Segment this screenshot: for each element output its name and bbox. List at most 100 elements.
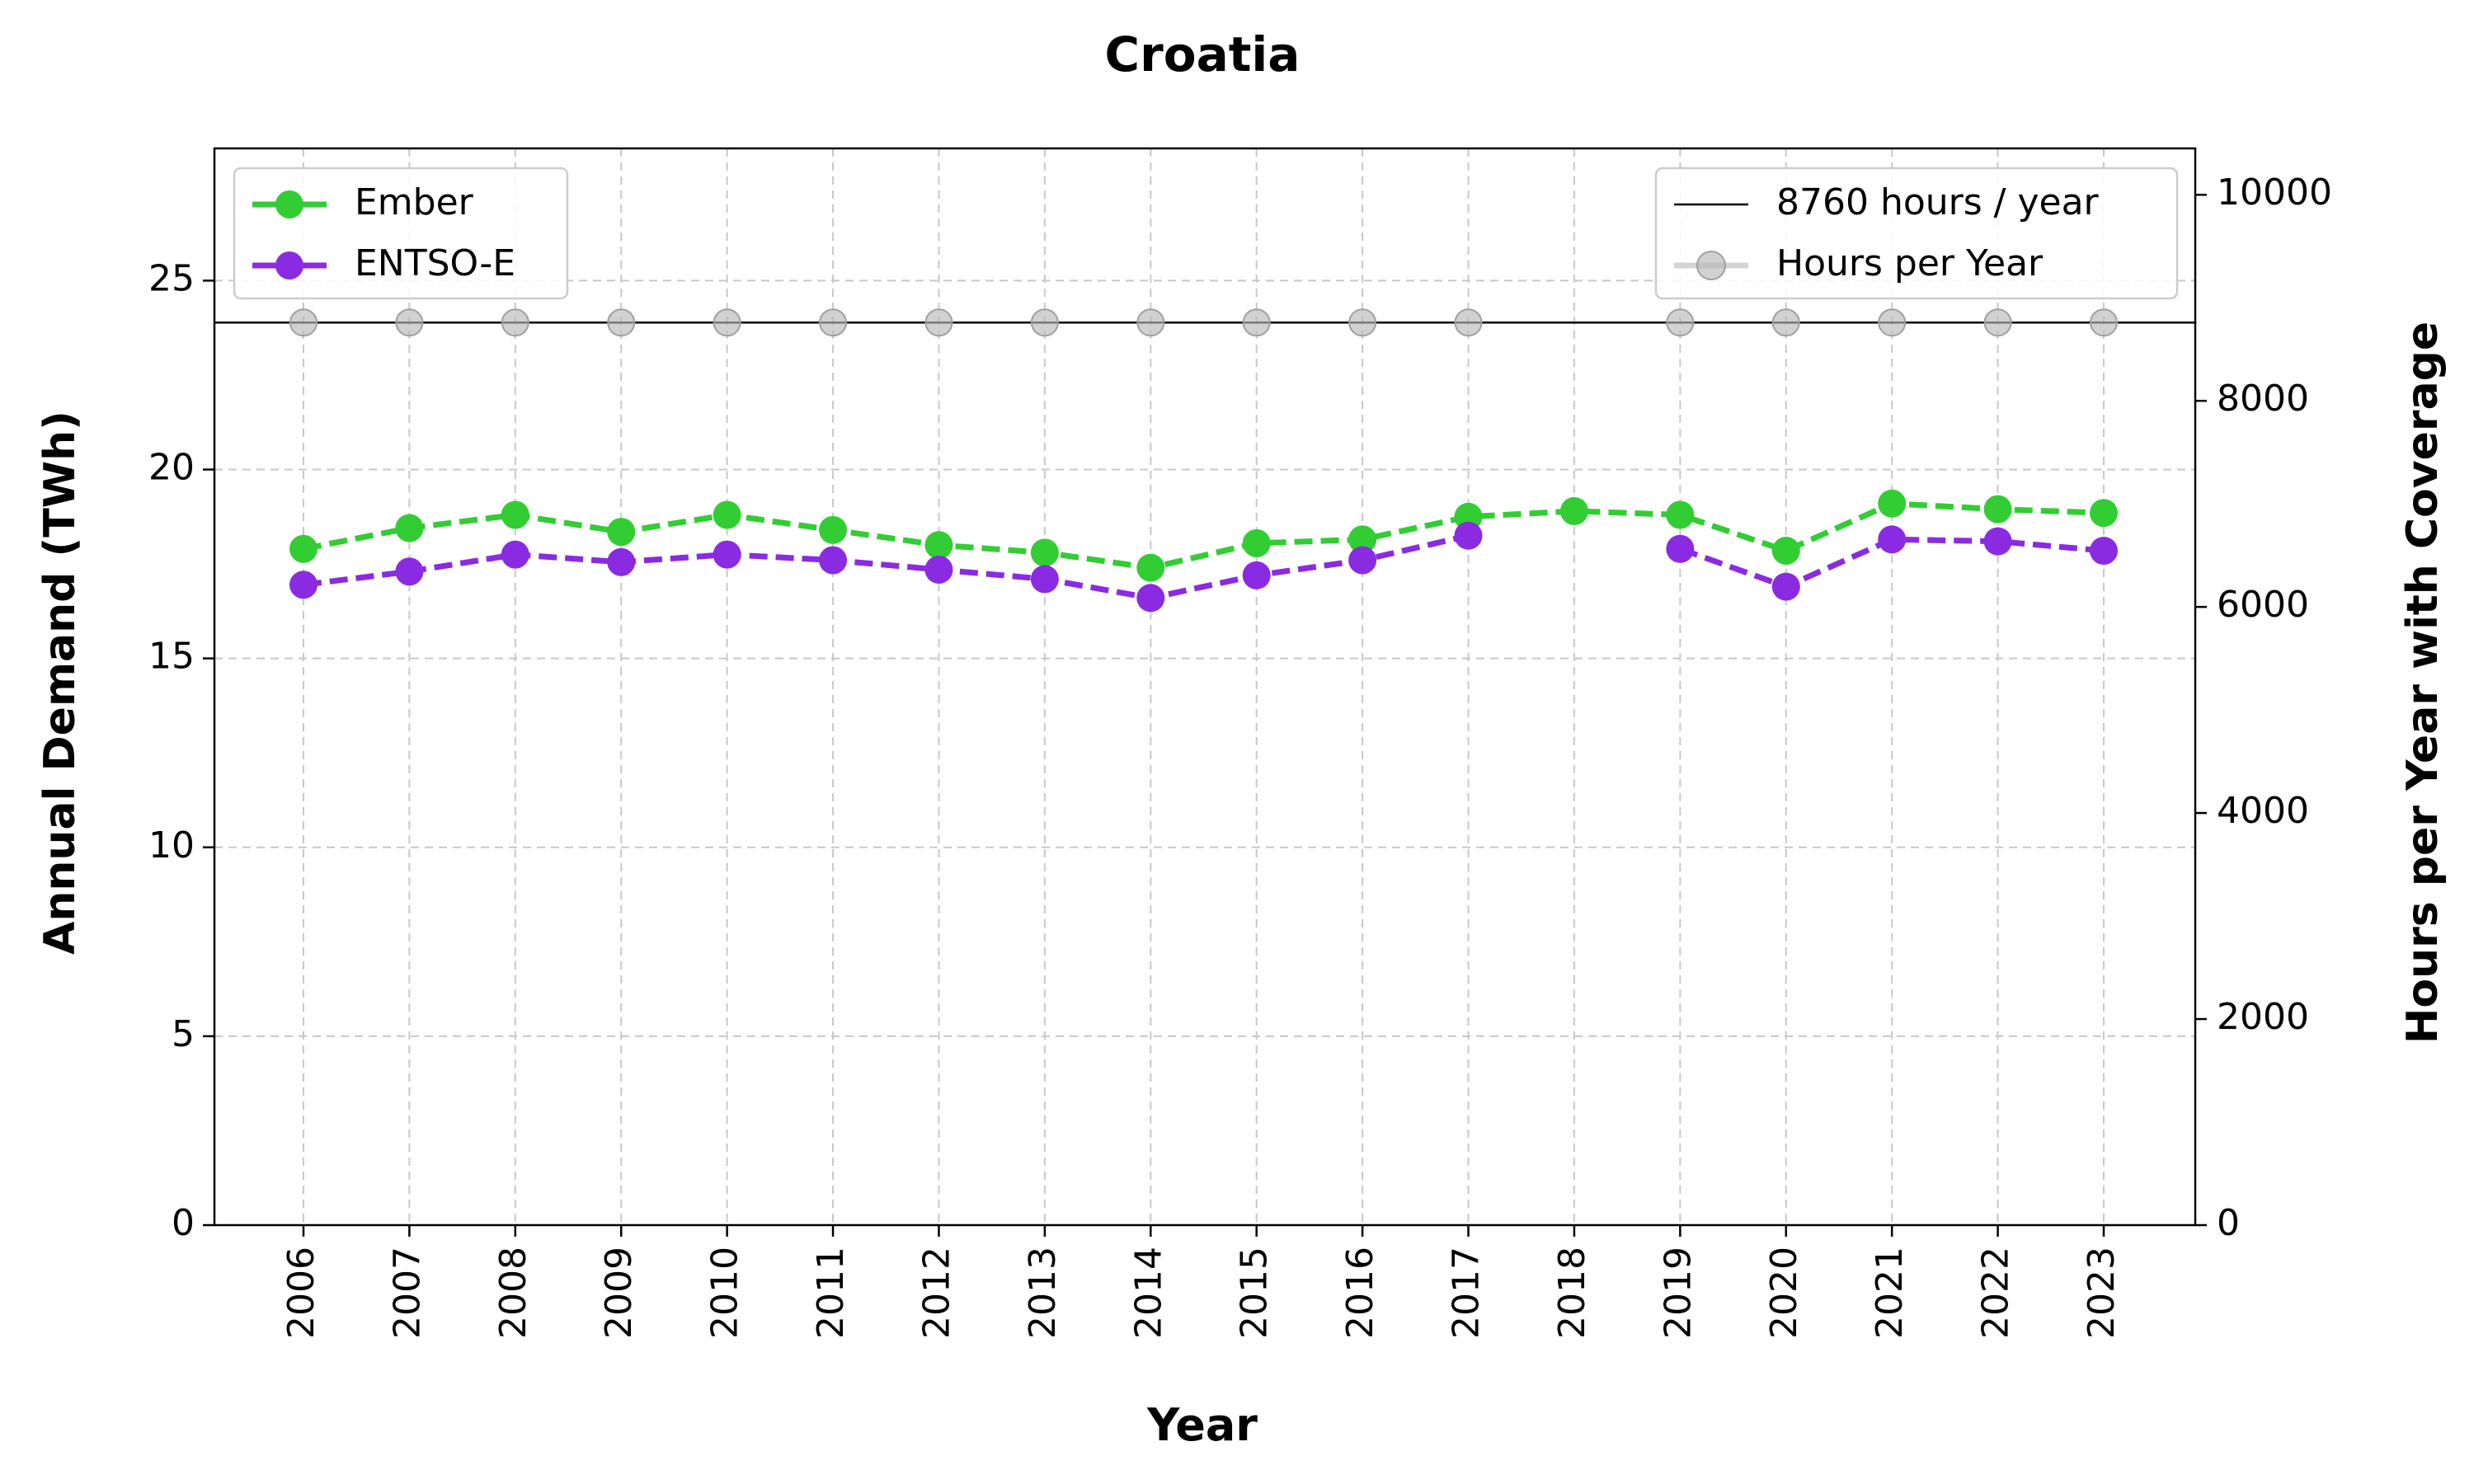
- data-point-hours-per-year: [501, 308, 529, 337]
- data-point-ember: [395, 514, 424, 542]
- data-point-entso-e: [1983, 527, 2012, 556]
- data-point-hours-per-year: [713, 308, 741, 337]
- data-point-entso-e: [395, 557, 424, 586]
- y-tick-label: 10: [148, 824, 195, 866]
- data-point-ember: [1348, 525, 1377, 554]
- data-point-hours-per-year: [1771, 308, 1800, 337]
- series-layer: [289, 308, 2118, 613]
- data-point-entso-e: [607, 547, 636, 576]
- data-point-entso-e: [1242, 561, 1271, 589]
- data-point-ember: [1030, 538, 1059, 567]
- data-point-hours-per-year: [395, 308, 424, 337]
- legend-entry: ENTSO-E: [252, 242, 515, 284]
- y-tick-label: 0: [172, 1202, 195, 1244]
- x-tick-label: 2023: [2081, 1247, 2123, 1339]
- data-point-ember: [713, 500, 741, 529]
- chart-title: Croatia: [1105, 26, 1300, 82]
- data-point-hours-per-year: [607, 308, 636, 337]
- data-point-ember: [924, 531, 953, 560]
- plot-frame: [213, 147, 2197, 1227]
- data-point-ember: [1771, 537, 1800, 566]
- y2-tick-label: 8000: [2217, 378, 2309, 420]
- data-point-entso-e: [1771, 572, 1800, 601]
- y-axis-label: Annual Demand (TWh): [35, 411, 85, 955]
- data-point-ember: [1136, 553, 1165, 582]
- legend-entry: 8760 hours / year: [1674, 181, 2100, 223]
- y2-axis-label: Hours per Year with Coverage: [2398, 322, 2448, 1044]
- x-tick-label: 2011: [810, 1247, 852, 1339]
- data-point-entso-e: [1348, 546, 1377, 575]
- y2-tick-label: 6000: [2217, 584, 2309, 626]
- x-axis-label: Year: [1146, 1399, 1258, 1451]
- data-point-hours-per-year: [1136, 308, 1165, 337]
- x-tick-label: 2020: [1763, 1247, 1805, 1339]
- data-point-hours-per-year: [1030, 308, 1059, 337]
- data-point-hours-per-year: [1983, 308, 2012, 337]
- y-tick-label: 5: [172, 1013, 195, 1055]
- x-tick-label: 2010: [704, 1247, 746, 1339]
- data-point-ember: [1559, 496, 1588, 525]
- x-tick-label: 2015: [1234, 1247, 1276, 1339]
- data-point-entso-e: [289, 571, 317, 599]
- data-point-hours-per-year: [1242, 308, 1271, 337]
- data-point-hours-per-year: [1348, 308, 1377, 337]
- legend-label: Hours per Year: [1776, 242, 2044, 284]
- y2-tick-label: 10000: [2217, 171, 2332, 214]
- y2-tick-label: 0: [2217, 1202, 2240, 1244]
- legend-series: Ember ENTSO-E: [233, 167, 569, 300]
- x-tick-label: 2012: [915, 1247, 957, 1339]
- data-point-ember: [1878, 489, 1907, 518]
- legend-label: 8760 hours / year: [1776, 181, 2100, 223]
- y2-tick-label: 2000: [2217, 996, 2309, 1038]
- legend-swatch-marker: [275, 251, 303, 279]
- data-point-ember: [501, 500, 529, 529]
- x-tick-label: 2006: [280, 1247, 322, 1339]
- data-point-ember: [289, 534, 317, 563]
- data-point-entso-e: [819, 546, 848, 575]
- x-tick-label: 2014: [1127, 1247, 1169, 1339]
- data-point-hours-per-year: [1878, 308, 1907, 337]
- data-point-hours-per-year: [924, 308, 953, 337]
- x-tick-label: 2022: [1975, 1247, 2017, 1339]
- data-point-ember: [2090, 499, 2118, 528]
- legend-label: ENTSO-E: [355, 242, 515, 284]
- data-point-entso-e: [924, 555, 953, 584]
- x-tick-label: 2017: [1446, 1247, 1488, 1339]
- legend-entry: Hours per Year: [1674, 242, 2044, 284]
- legend-label: Ember: [355, 181, 474, 223]
- y-tick-label: 25: [148, 257, 195, 299]
- data-point-hours-per-year: [2090, 308, 2118, 337]
- data-point-entso-e: [501, 540, 529, 569]
- data-point-entso-e: [1666, 534, 1695, 563]
- legend-swatch-marker: [1696, 251, 1726, 280]
- data-point-hours-per-year: [289, 308, 317, 337]
- data-point-hours-per-year: [1666, 308, 1695, 337]
- legend-swatch-marker: [275, 190, 303, 218]
- data-point-ember: [1983, 495, 2012, 524]
- y-tick-label: 20: [148, 447, 195, 489]
- data-point-ember: [1242, 528, 1271, 557]
- x-tick-label: 2009: [598, 1247, 640, 1339]
- x-tick-label: 2008: [492, 1247, 534, 1339]
- data-point-entso-e: [713, 540, 741, 569]
- x-tick-label: 2016: [1339, 1247, 1381, 1339]
- x-tick-label: 2013: [1022, 1247, 1064, 1339]
- data-point-entso-e: [1454, 521, 1483, 550]
- legend-entry: Ember: [252, 181, 474, 223]
- series-entso-e: [289, 521, 2118, 613]
- legend-frame: [1654, 167, 2179, 300]
- y2-tick-label: 4000: [2217, 790, 2309, 832]
- series-hours-per-year: [289, 308, 2118, 337]
- legend-reference: 8760 hours / year Hours per Year: [1654, 167, 2179, 300]
- data-point-ember: [819, 515, 848, 544]
- data-point-ember: [1666, 500, 1695, 529]
- series-line-ember: [303, 500, 2105, 571]
- data-point-ember: [607, 518, 636, 547]
- x-tick-label: 2007: [386, 1247, 428, 1339]
- series-ember: [289, 489, 2118, 582]
- data-point-entso-e: [2090, 537, 2118, 566]
- y-tick-label: 15: [148, 636, 195, 678]
- series-line-entso-e: [303, 533, 1470, 601]
